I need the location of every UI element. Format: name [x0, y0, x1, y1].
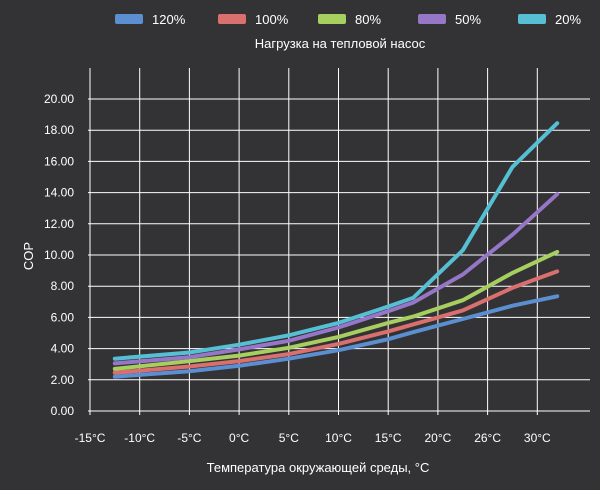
y-tick-label: 20.00	[44, 92, 74, 106]
x-tick-label: 30°C	[524, 431, 551, 445]
y-tick-label: 0.00	[51, 404, 75, 418]
series-line-100pct	[112, 269, 560, 375]
legend-label: 80%	[355, 12, 381, 27]
legend-title: Нагрузка на тепловой насос	[255, 36, 426, 51]
x-tick-label: 10°C	[325, 431, 352, 445]
y-tick-label: 18.00	[44, 123, 74, 137]
y-tick-label: 8.00	[51, 279, 75, 293]
legend-item: 20%	[518, 12, 581, 27]
legend-item: 120%	[115, 12, 186, 27]
series-line-120pct	[112, 294, 560, 379]
legend-label: 120%	[152, 12, 186, 27]
legend-item: 80%	[318, 12, 381, 27]
x-tick-label: 5°C	[279, 431, 299, 445]
legend-label: 100%	[255, 12, 289, 27]
x-axis-ticks: -15°C -10°C -5°C 0°C 5°C 10°C 15°C 20°C 26°C 30°C	[75, 431, 551, 445]
x-tick-label: -10°C	[124, 431, 155, 445]
legend: 120% 100% 80% 50% 20%	[115, 12, 581, 27]
x-tick-label: 26°C	[474, 431, 501, 445]
legend-swatch	[218, 14, 246, 24]
legend-item: 100%	[218, 12, 289, 27]
y-axis-label: COP	[21, 242, 36, 270]
series-line-20pct	[112, 121, 560, 361]
legend-item: 50%	[418, 12, 481, 27]
y-tick-label: 16.00	[44, 154, 74, 168]
legend-swatch	[318, 14, 346, 24]
y-tick-label: 2.00	[51, 373, 75, 387]
y-tick-label: 4.00	[51, 342, 75, 356]
x-tick-label: -15°C	[75, 431, 106, 445]
series-lines	[112, 121, 560, 379]
legend-swatch	[115, 14, 143, 24]
y-tick-label: 6.00	[51, 310, 75, 324]
y-tick-label: 10.00	[44, 248, 74, 262]
legend-swatch	[418, 14, 446, 24]
x-tick-label: 15°C	[375, 431, 402, 445]
legend-label: 20%	[555, 12, 581, 27]
series-line-50pct	[112, 192, 560, 366]
x-tick-label: 0°C	[229, 431, 249, 445]
series-line-80pct	[112, 249, 560, 371]
y-axis-ticks: 0.00 2.00 4.00 6.00 8.00 10.00 12.00 14.00 16.00…	[44, 92, 74, 418]
x-tick-label: -5°C	[177, 431, 201, 445]
x-tick-label: 20°C	[424, 431, 451, 445]
legend-swatch	[518, 14, 546, 24]
x-axis-label: Температура окружающей среды, °C	[207, 460, 430, 475]
y-tick-label: 14.00	[44, 186, 74, 200]
legend-label: 50%	[455, 12, 481, 27]
y-tick-label: 12.00	[44, 217, 74, 231]
